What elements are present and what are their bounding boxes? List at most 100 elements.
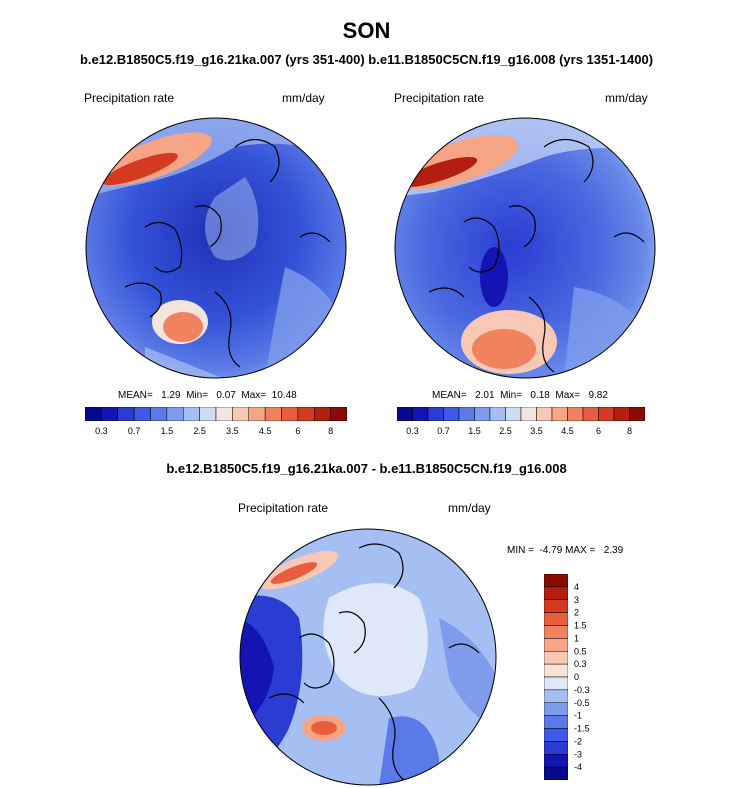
season-title: SON — [342, 18, 391, 43]
colorbar-swatch — [314, 407, 331, 421]
colorbar-tick-label: 1.5 — [161, 426, 174, 436]
colorbar-swatch — [133, 407, 151, 421]
right-colorbar-ticks: 0.3 0.7 1.5 2.5 3.5 4.5 6 8 — [406, 426, 632, 436]
colorbar-tick-label: 4.5 — [561, 426, 574, 436]
diff-colorbar-tick-label: -0.3 — [574, 685, 590, 695]
diff-colorbar-swatch — [544, 612, 568, 626]
right-units-label: mm/day — [605, 91, 648, 105]
colorbar-swatch — [150, 407, 168, 421]
left-units-label: mm/day — [282, 91, 325, 105]
colorbar-swatch — [232, 407, 249, 421]
diff-colorbar-tick-label: -1.5 — [574, 724, 590, 734]
colorbar-tick-label: 8 — [328, 426, 333, 436]
right-polar-map — [394, 117, 656, 379]
difference-caption: b.e12.B1850C5.f19_g16.21ka.007 - b.e11.B… — [166, 461, 567, 476]
colorbar-swatch — [199, 407, 217, 421]
colorbar-tick-label: 6 — [295, 426, 300, 436]
left-polar-map — [85, 117, 347, 379]
colorbar-swatch — [183, 407, 200, 421]
colorbar-swatch — [629, 407, 645, 421]
colorbar-swatch — [613, 407, 630, 421]
colorbar-tick-label: 0.7 — [437, 426, 450, 436]
colorbar-tick-label: 1.5 — [468, 426, 481, 436]
left-colorbar-ticks: 0.3 0.7 1.5 2.5 3.5 4.5 6 8 — [95, 426, 333, 436]
colorbar-swatch — [427, 407, 444, 421]
colorbar-tick-label: 2.5 — [499, 426, 512, 436]
colorbar-swatch — [215, 407, 233, 421]
diff-colorbar-tick-label: -3 — [574, 749, 582, 759]
colorbar-tick-label: 2.5 — [193, 426, 206, 436]
left-stats: MEAN= 1.29 Min= 0.07 Max= 10.48 — [118, 390, 297, 401]
colorbar-swatch — [117, 407, 135, 421]
colorbar-tick-label: 6 — [596, 426, 601, 436]
colorbar-tick-label: 8 — [627, 426, 632, 436]
diff-colorbar-tick-label: 1.5 — [574, 621, 587, 631]
colorbar-swatch — [520, 407, 537, 421]
colorbar-tick-label: 3.5 — [226, 426, 239, 436]
colorbar-swatch — [474, 407, 491, 421]
colorbar-swatch — [248, 407, 266, 421]
diff-colorbar-swatch — [544, 574, 568, 588]
diff-colorbar-swatch — [544, 676, 568, 691]
diff-colorbar-swatch — [544, 689, 568, 703]
right-stats: MEAN= 2.01 Min= 0.18 Max= 9.82 — [432, 390, 608, 401]
diff-colorbar-swatch — [544, 715, 568, 729]
colorbar-swatch — [505, 407, 522, 421]
diff-colorbar-tick-label: 3 — [574, 595, 579, 605]
left-colorbar — [85, 407, 347, 421]
colorbar-tick-label: 0.7 — [128, 426, 141, 436]
colorbar-swatch — [458, 407, 475, 421]
colorbar-swatch — [567, 407, 584, 421]
diff-stats: MIN = -4.79 MAX = 2.39 — [507, 545, 624, 556]
colorbar-swatch — [397, 407, 413, 421]
colorbar-swatch — [443, 407, 460, 421]
colorbar-tick-label: 3.5 — [530, 426, 543, 436]
diff-colorbar-tick-label: -2 — [574, 736, 582, 746]
diff-colorbar-tick-label: 0.5 — [574, 646, 587, 656]
diff-colorbar-tick-label: 4 — [574, 582, 579, 592]
left-variable-label: Precipitation rate — [84, 91, 175, 105]
difference-polar-map — [239, 528, 497, 786]
colorbar-swatch — [536, 407, 553, 421]
colorbar-tick-label: 0.3 — [95, 426, 108, 436]
diff-colorbar-swatch — [544, 766, 568, 780]
diff-colorbar-swatch — [544, 663, 568, 678]
colorbar-swatch — [489, 407, 506, 421]
colorbar-swatch — [582, 407, 599, 421]
colorbar-swatch — [85, 407, 102, 421]
colorbar-tick-label: 0.3 — [406, 426, 419, 436]
diff-colorbar-swatch — [544, 741, 568, 755]
diff-colorbar-swatch — [544, 586, 568, 600]
right-colorbar — [397, 407, 645, 421]
top-panels-caption: b.e12.B1850C5.f19_g16.21ka.007 (yrs 351-… — [79, 52, 654, 67]
diff-colorbar-swatch — [544, 754, 568, 768]
colorbar-swatch — [101, 407, 118, 421]
diff-colorbar-tick-label: 0 — [574, 672, 579, 682]
colorbar-swatch — [598, 407, 615, 421]
diff-colorbar-swatch — [544, 625, 568, 639]
diff-colorbar-tick-label: -4 — [574, 762, 582, 772]
diff-colorbar-tick-label: -1 — [574, 711, 582, 721]
diff-colorbar-swatch — [544, 728, 568, 742]
diff-colorbar-tick-label: -0.5 — [574, 698, 590, 708]
colorbar-swatch — [551, 407, 568, 421]
colorbar-swatch — [412, 407, 429, 421]
diff-colorbar-tick-label: 2 — [574, 608, 579, 618]
colorbar-swatch — [297, 407, 315, 421]
diff-colorbar-swatch — [544, 651, 568, 665]
diff-colorbar-tick-label: 1 — [574, 633, 579, 643]
colorbar-swatch — [330, 407, 347, 421]
colorbar-swatch — [264, 407, 282, 421]
colorbar-swatch — [166, 407, 184, 421]
right-variable-label: Precipitation rate — [394, 91, 485, 105]
diff-colorbar-swatch — [544, 702, 568, 716]
diff-colorbar-ticks: 4 3 2 1.5 1 0.5 0.3 0 -0.3 -0.5 -1 -1.5 -2 -3 -4 — [574, 582, 590, 772]
diff-units-label: mm/day — [448, 501, 491, 515]
diff-colorbar — [544, 574, 568, 780]
diff-variable-label: Precipitation rate — [238, 501, 329, 515]
colorbar-swatch — [281, 407, 299, 421]
diff-colorbar-swatch — [544, 599, 568, 613]
colorbar-tick-label: 4.5 — [259, 426, 272, 436]
diff-colorbar-tick-label: 0.3 — [574, 659, 587, 669]
diff-colorbar-swatch — [544, 638, 568, 652]
